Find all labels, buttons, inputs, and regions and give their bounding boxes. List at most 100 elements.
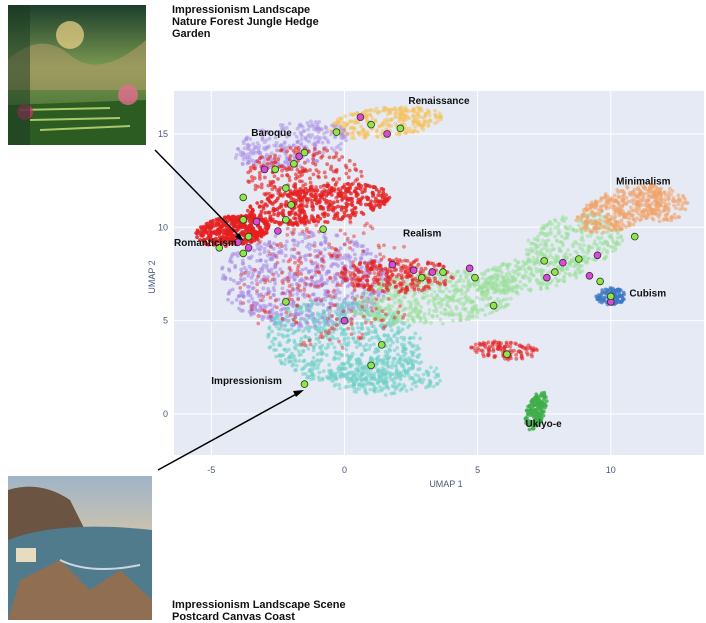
cloud-point xyxy=(346,301,350,305)
cloud-point xyxy=(341,367,345,371)
cloud-point xyxy=(435,293,439,297)
cloud-point xyxy=(311,133,315,137)
cloud-point xyxy=(317,120,321,124)
cloud-point xyxy=(374,335,378,339)
cloud-point xyxy=(272,293,276,297)
cloud-point xyxy=(335,146,339,150)
cloud-point xyxy=(350,202,354,206)
cloud-point xyxy=(235,298,239,302)
cloud-point xyxy=(573,240,577,244)
cloud-point xyxy=(642,203,646,207)
cloud-point xyxy=(237,294,241,298)
cloud-point xyxy=(368,113,372,117)
cloud-point xyxy=(417,347,421,351)
cloud-point xyxy=(458,279,462,283)
cloud-point xyxy=(614,228,618,232)
cloud-point xyxy=(576,267,580,271)
cloud-point xyxy=(349,119,353,123)
cloud-point xyxy=(392,321,396,325)
cloud-point xyxy=(282,327,286,331)
cloud-point xyxy=(353,340,357,344)
cloud-point xyxy=(326,182,330,186)
cloud-point xyxy=(293,277,297,281)
cloud-point xyxy=(326,139,330,143)
cloud-point xyxy=(393,301,397,305)
cloud-point xyxy=(410,387,414,391)
cloud-point xyxy=(503,280,507,284)
cloud-point xyxy=(562,219,566,223)
cloud-point xyxy=(427,120,431,124)
cloud-point xyxy=(575,251,579,255)
cloud-point xyxy=(360,174,364,178)
cloud-point xyxy=(288,272,292,276)
cloud-point xyxy=(272,289,276,293)
cloud-point xyxy=(539,248,543,252)
cloud-point xyxy=(686,201,690,205)
cloud-point xyxy=(395,132,399,136)
cloud-point xyxy=(253,239,257,243)
cloud-point xyxy=(419,115,423,119)
cloud-point xyxy=(196,228,200,232)
cloud-point xyxy=(601,298,605,302)
cloud-point xyxy=(346,336,350,340)
cloud-point xyxy=(482,273,486,277)
cloud-point xyxy=(368,109,372,113)
cloud-point xyxy=(610,228,614,232)
cloud-point xyxy=(309,306,313,310)
cloud-point xyxy=(622,223,626,227)
cloud-point xyxy=(540,410,544,414)
cloud-point xyxy=(521,274,525,278)
cloud-point xyxy=(265,162,269,166)
cloud-point xyxy=(234,225,238,229)
cloud-point xyxy=(628,193,632,197)
cloud-point xyxy=(496,284,500,288)
cloud-point xyxy=(631,190,635,194)
cloud-point xyxy=(411,109,415,113)
cloud-point xyxy=(226,298,230,302)
cloud-point xyxy=(543,242,547,246)
cloud-point xyxy=(352,207,356,211)
cloud-point xyxy=(535,270,539,274)
cloud-point xyxy=(278,267,282,271)
cloud-point xyxy=(303,335,307,339)
cloud-point xyxy=(487,348,491,352)
cloud-point xyxy=(453,312,457,316)
cloud-point xyxy=(248,144,252,148)
cloud-point xyxy=(559,240,563,244)
cloud-point xyxy=(506,267,510,271)
cloud-point xyxy=(426,108,430,112)
cloud-point xyxy=(250,226,254,230)
cloud-point xyxy=(195,232,199,236)
cloud-point xyxy=(571,227,575,231)
cloud-point xyxy=(443,308,447,312)
cloud-point xyxy=(427,299,431,303)
cloud-point xyxy=(622,291,626,295)
cloud-point xyxy=(255,201,259,205)
cloud-point xyxy=(294,217,298,221)
cloud-point xyxy=(241,309,245,313)
cloud-point xyxy=(376,370,380,374)
cloud-point xyxy=(527,258,531,262)
cloud-point xyxy=(585,224,589,228)
cloud-point xyxy=(304,258,308,262)
cloud-point xyxy=(448,289,452,293)
cloud-point xyxy=(312,348,316,352)
cloud-point xyxy=(300,268,304,272)
cloud-point xyxy=(316,366,320,370)
cloud-point xyxy=(597,218,601,222)
cloud-point xyxy=(265,266,269,270)
cloud-point xyxy=(263,242,267,246)
cloud-point xyxy=(366,308,370,312)
cloud-point xyxy=(416,368,420,372)
cloud-point xyxy=(402,383,406,387)
cloud-point xyxy=(336,199,340,203)
cloud-point xyxy=(384,393,388,397)
cloud-point xyxy=(364,203,368,207)
cloud-point xyxy=(252,249,256,253)
cloud-point xyxy=(438,296,442,300)
cloud-point xyxy=(673,213,677,217)
cloud-point xyxy=(324,175,328,179)
cloud-point xyxy=(377,373,381,377)
cloud-point xyxy=(600,236,604,240)
cloud-point xyxy=(520,345,524,349)
